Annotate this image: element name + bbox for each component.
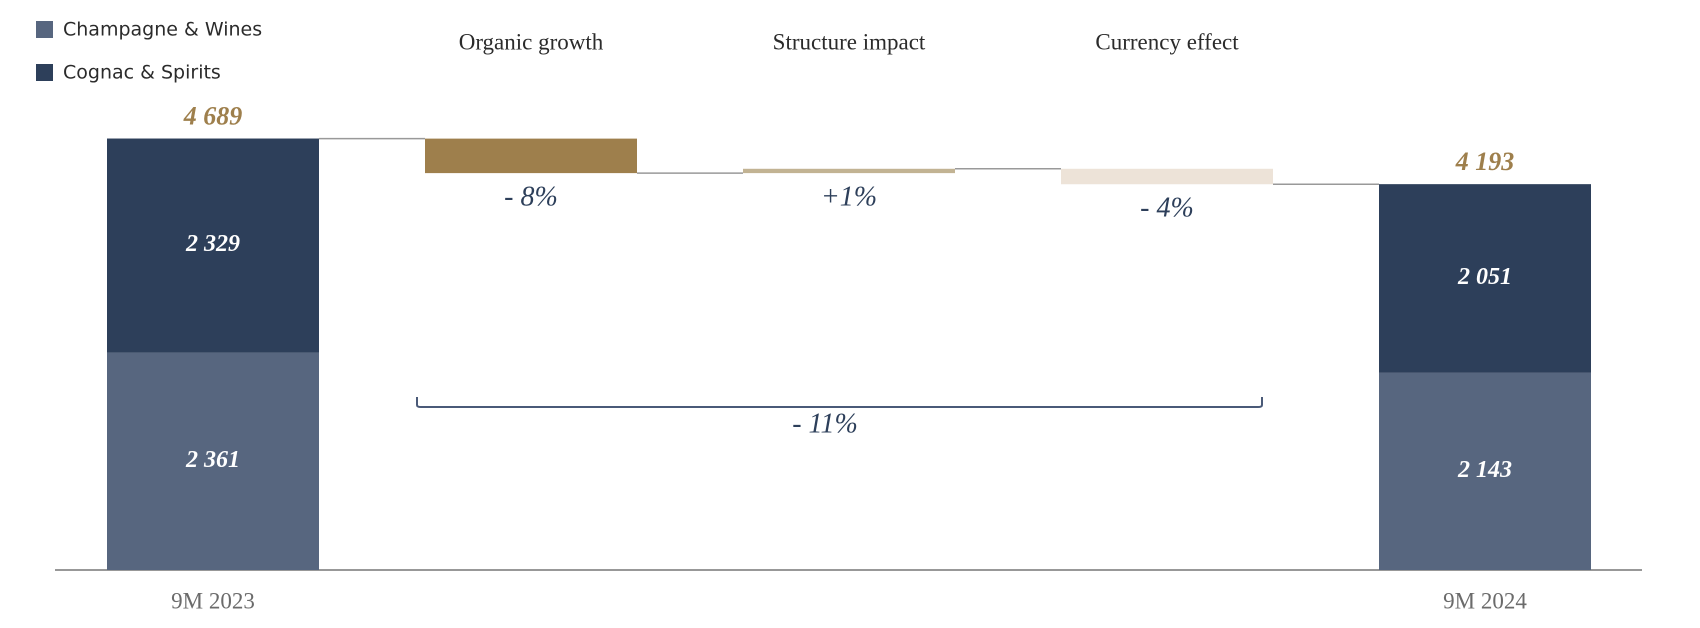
category-label: Organic growth [459, 29, 604, 54]
total-label: 4 193 [1455, 147, 1515, 176]
category-label: Currency effect [1095, 29, 1239, 54]
legend-label: Cognac & Spirits [63, 62, 221, 84]
segment-label: 2 143 [1457, 457, 1512, 483]
change-bar [1061, 168, 1273, 185]
change-bar [425, 138, 637, 174]
bar-segment [1379, 372, 1591, 570]
bracket [416, 397, 1263, 408]
legend-swatch [36, 64, 53, 81]
category-label: Structure impact [773, 29, 926, 54]
change-bar [743, 168, 955, 174]
legend-swatch [36, 21, 53, 38]
change-label: - 4% [1140, 193, 1194, 224]
x-tick-label: 9M 2023 [171, 588, 255, 613]
change-label: - 8% [504, 182, 558, 213]
legend-label: Champagne & Wines [63, 19, 262, 41]
bar-segment [107, 352, 319, 570]
bar-segment [1379, 184, 1591, 373]
annotation: - 11% [792, 408, 858, 439]
total-label: 4 689 [183, 102, 243, 131]
segment-label: 2 361 [185, 447, 240, 473]
segment-label: 2 051 [1457, 264, 1512, 290]
x-tick-label: 9M 2024 [1443, 588, 1527, 613]
bar-segment [107, 138, 319, 353]
segment-label: 2 329 [185, 231, 240, 257]
change-label: +1% [821, 182, 877, 213]
